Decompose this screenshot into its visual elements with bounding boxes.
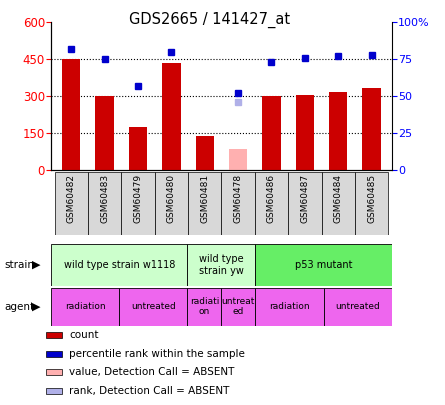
Bar — [295, 95, 314, 170]
FancyBboxPatch shape — [187, 244, 255, 286]
Bar — [46, 388, 62, 394]
FancyBboxPatch shape — [55, 172, 88, 235]
Bar — [95, 96, 114, 170]
FancyBboxPatch shape — [121, 172, 155, 235]
FancyBboxPatch shape — [322, 172, 355, 235]
FancyBboxPatch shape — [187, 288, 222, 326]
FancyBboxPatch shape — [188, 172, 222, 235]
Text: GSM60486: GSM60486 — [267, 174, 276, 223]
Text: p53 mutant: p53 mutant — [295, 260, 352, 270]
Text: percentile rank within the sample: percentile rank within the sample — [69, 349, 245, 359]
Text: value, Detection Call = ABSENT: value, Detection Call = ABSENT — [69, 367, 235, 377]
FancyBboxPatch shape — [119, 288, 187, 326]
FancyBboxPatch shape — [288, 172, 322, 235]
Text: ▶: ▶ — [32, 302, 40, 312]
Bar — [195, 136, 214, 170]
FancyBboxPatch shape — [155, 172, 188, 235]
Bar — [62, 59, 81, 170]
Text: GSM60478: GSM60478 — [234, 174, 243, 223]
FancyBboxPatch shape — [222, 288, 255, 326]
FancyBboxPatch shape — [255, 172, 288, 235]
Text: GSM60482: GSM60482 — [67, 174, 76, 223]
Text: GSM60485: GSM60485 — [367, 174, 376, 223]
Text: GSM60480: GSM60480 — [167, 174, 176, 223]
Text: radiation: radiation — [269, 302, 310, 311]
FancyBboxPatch shape — [88, 172, 121, 235]
Text: untreat
ed: untreat ed — [222, 297, 255, 316]
Bar — [362, 87, 381, 170]
Text: untreated: untreated — [335, 302, 380, 311]
Bar — [46, 351, 62, 357]
Text: strain: strain — [4, 260, 34, 270]
FancyBboxPatch shape — [255, 288, 324, 326]
Bar — [329, 92, 348, 170]
Text: count: count — [69, 330, 99, 340]
Text: wild type strain w1118: wild type strain w1118 — [64, 260, 175, 270]
Text: GSM60481: GSM60481 — [200, 174, 209, 223]
FancyBboxPatch shape — [355, 172, 388, 235]
Text: untreated: untreated — [131, 302, 176, 311]
Bar — [46, 332, 62, 338]
FancyBboxPatch shape — [255, 244, 392, 286]
Text: GDS2665 / 141427_at: GDS2665 / 141427_at — [129, 12, 290, 28]
Bar — [229, 149, 247, 170]
Bar — [129, 127, 147, 170]
Bar — [162, 63, 181, 170]
Bar — [46, 369, 62, 375]
Text: agent: agent — [4, 302, 35, 312]
Text: wild type
strain yw: wild type strain yw — [199, 254, 244, 276]
Text: radiation: radiation — [65, 302, 105, 311]
Text: GSM60483: GSM60483 — [100, 174, 109, 223]
FancyBboxPatch shape — [222, 172, 255, 235]
Text: rank, Detection Call = ABSENT: rank, Detection Call = ABSENT — [69, 386, 230, 396]
Text: radiati
on: radiati on — [190, 297, 219, 316]
Bar — [262, 96, 281, 170]
Text: GSM60479: GSM60479 — [134, 174, 142, 223]
Text: GSM60484: GSM60484 — [334, 174, 343, 223]
Text: GSM60487: GSM60487 — [300, 174, 309, 223]
FancyBboxPatch shape — [51, 244, 187, 286]
Text: ▶: ▶ — [32, 260, 40, 270]
FancyBboxPatch shape — [324, 288, 392, 326]
FancyBboxPatch shape — [51, 288, 119, 326]
